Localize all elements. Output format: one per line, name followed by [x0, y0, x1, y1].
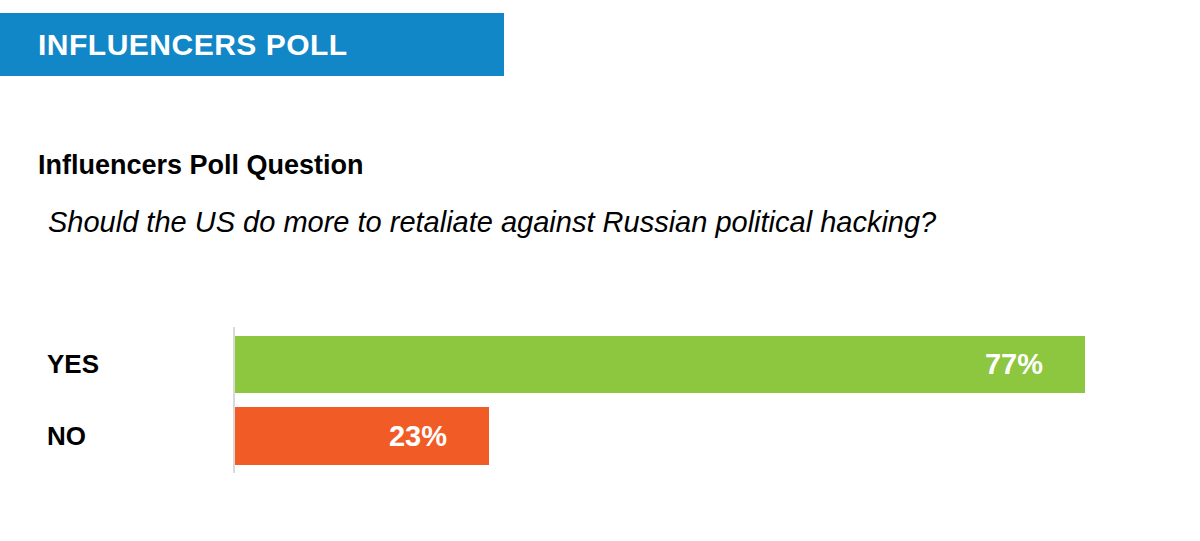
poll-question-text: Should the US do more to retaliate again… [48, 206, 936, 239]
bar-row-no: NO 23% [0, 407, 1200, 465]
bar-yes: 77% [235, 336, 1085, 393]
poll-infographic: INFLUENCERS POLL Influencers Poll Questi… [0, 0, 1200, 541]
category-label-yes: YES [47, 336, 99, 393]
category-label-no: NO [47, 407, 86, 465]
poll-question-heading: Influencers Poll Question [38, 150, 364, 181]
poll-bar-chart: YES 77% NO 23% [0, 327, 1200, 473]
value-label-yes: 77% [985, 348, 1043, 381]
bar-row-yes: YES 77% [0, 336, 1200, 393]
bar-no: 23% [235, 407, 489, 465]
value-label-no: 23% [389, 420, 447, 453]
banner-title: INFLUENCERS POLL [38, 28, 348, 62]
poll-banner: INFLUENCERS POLL [0, 13, 504, 76]
